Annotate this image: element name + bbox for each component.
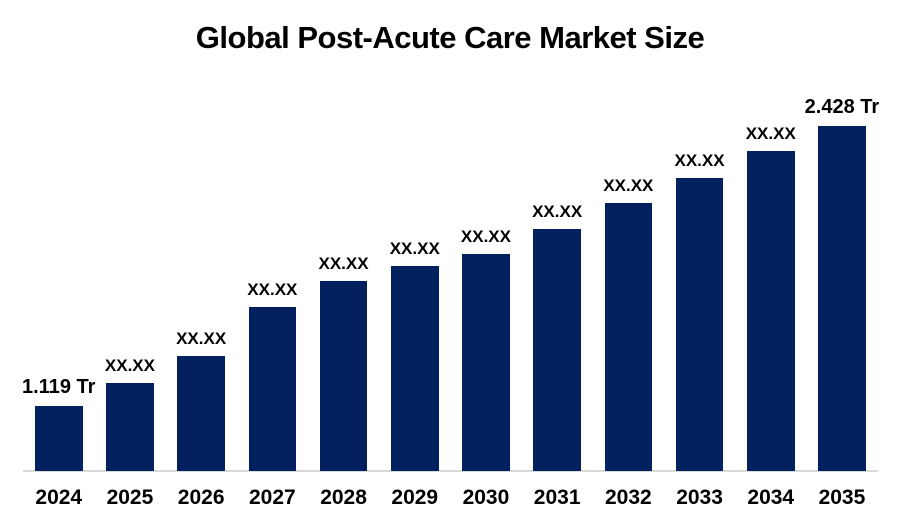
x-axis-tick-label-2029: 2029 (391, 486, 439, 509)
bar-value-label-2029: XX.XX (389, 239, 440, 258)
bar-value-label-2025: XX.XX (104, 356, 155, 375)
bar-value-label-2030: XX.XX (460, 227, 511, 246)
bar-value-label-2024: 1.119 Tr (22, 376, 96, 398)
bar-2035 (818, 126, 866, 471)
bar-2028 (319, 281, 368, 471)
bar-2026 (177, 356, 225, 471)
bar-2029 (391, 266, 439, 471)
x-axis-tick-label-2035: 2035 (818, 486, 866, 509)
bar-2034 (747, 151, 795, 471)
x-axis-tick-label-2028: 2028 (320, 486, 367, 509)
x-axis-tick-label-2025: 2025 (106, 486, 154, 509)
chart-title: Global Post-Acute Care Market Size (195, 20, 705, 55)
bar-2024 (35, 406, 83, 471)
bar-2033 (675, 178, 724, 471)
x-axis-tick-label-2032: 2032 (604, 486, 652, 509)
bar-value-label-2031: XX.XX (532, 202, 583, 221)
x-axis-line (23, 470, 878, 472)
bar-value-label-2027: XX.XX (247, 280, 298, 299)
x-axis-tick-label-2026: 2026 (177, 486, 225, 509)
x-axis-tick-label-2024: 2024 (35, 486, 83, 509)
bar-value-label-2026: XX.XX (176, 329, 227, 348)
x-axis-tick-label-2033: 2033 (676, 486, 723, 509)
bar-2032 (604, 203, 653, 471)
bar-value-label-2032: XX.XX (603, 176, 654, 195)
bar-value-label-2034: XX.XX (745, 124, 796, 143)
x-axis-tick-label-2031: 2031 (533, 486, 581, 509)
bar-2031 (533, 229, 581, 471)
bar-value-label-2028: XX.XX (318, 254, 369, 273)
bar-value-label-2035: 2.428 Tr (804, 96, 880, 118)
bar-value-label-2033: XX.XX (674, 151, 725, 170)
bar-2025 (106, 383, 154, 471)
x-axis-tick-label-2034: 2034 (747, 486, 795, 509)
x-axis-tick-label-2030: 2030 (462, 486, 510, 509)
bar-2030 (462, 254, 510, 471)
bar-2027 (248, 307, 297, 471)
x-axis-tick-label-2027: 2027 (248, 486, 296, 509)
